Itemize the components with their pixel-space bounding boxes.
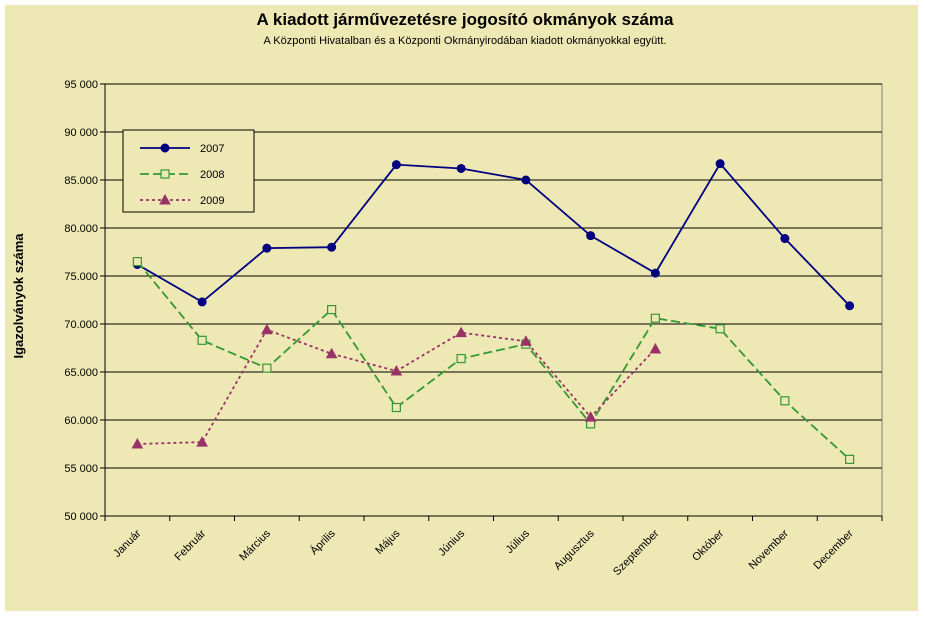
x-tick-label: Október <box>690 527 726 563</box>
x-tick-label: Február <box>173 527 209 563</box>
marker-point <box>327 305 337 315</box>
y-tick-label: 65.000 <box>64 367 98 379</box>
legend-label: 2008 <box>200 169 224 181</box>
series-2008 <box>132 257 855 464</box>
y-tick-label: 75.000 <box>64 271 98 283</box>
x-tick-label: Augusztus <box>552 527 597 572</box>
marker-point <box>196 436 208 447</box>
y-tick-label: 80.000 <box>64 223 98 235</box>
marker-point <box>780 234 790 244</box>
marker-point <box>262 243 272 253</box>
chart-frame: A kiadott járművezetésre jogosító okmány… <box>5 5 918 611</box>
x-tick-label: Július <box>504 527 533 556</box>
series-2009 <box>131 323 662 449</box>
marker-point <box>159 193 171 205</box>
x-tick-label: Április <box>307 527 338 558</box>
series-2007 <box>132 159 855 311</box>
y-tick-label: 70.000 <box>64 319 98 331</box>
y-tick-label: 55 000 <box>64 463 98 475</box>
marker-point <box>455 326 467 338</box>
x-tick-label: November <box>747 527 792 572</box>
marker-point <box>650 268 660 278</box>
marker-point <box>132 257 142 267</box>
marker-point <box>845 454 855 464</box>
marker-point <box>197 297 207 307</box>
y-tick-label: 50 000 <box>64 511 98 523</box>
marker-point <box>780 396 790 406</box>
marker-point <box>262 363 272 373</box>
marker-point <box>715 324 725 334</box>
legend-label: 2007 <box>200 143 224 155</box>
marker-point <box>456 353 466 364</box>
chart-title: A kiadott járművezetésre jogosító okmány… <box>257 10 674 29</box>
y-tick-label: 60.000 <box>64 415 98 427</box>
chart-svg: A kiadott járművezetésre jogosító okmány… <box>11 10 883 578</box>
x-tick-label: Június <box>436 527 467 558</box>
x-tick-label: Május <box>373 527 403 557</box>
marker-point <box>586 231 596 241</box>
y-axis-label: Igazolványok száma <box>11 233 26 359</box>
marker-point <box>325 347 338 359</box>
marker-point <box>456 163 466 173</box>
marker-point <box>160 169 170 179</box>
marker-point <box>521 175 531 185</box>
x-tick-label: December <box>811 527 856 572</box>
series-line <box>136 261 851 461</box>
marker-point <box>391 402 401 413</box>
y-tick-label: 90 000 <box>64 127 98 139</box>
x-tick-label: Szeptember <box>611 527 662 578</box>
marker-point <box>391 160 401 170</box>
marker-point <box>390 365 403 376</box>
marker-point <box>584 411 597 422</box>
y-tick-label: 95 000 <box>64 79 98 91</box>
marker-point <box>327 242 337 252</box>
marker-point <box>160 143 170 153</box>
marker-point <box>131 437 144 449</box>
marker-point <box>650 313 660 323</box>
series-line <box>136 162 851 307</box>
marker-point <box>649 342 662 354</box>
y-tick-label: 85.000 <box>64 175 98 187</box>
legend-box <box>122 129 255 213</box>
gridlines <box>105 83 882 469</box>
x-tick-label: Március <box>237 527 273 563</box>
chart-subtitle: A Központi Hivatalban és a Központi Okmá… <box>264 35 667 47</box>
series-layer <box>131 159 855 464</box>
marker-point <box>715 159 725 169</box>
marker-point <box>197 335 207 345</box>
marker-point <box>520 335 532 346</box>
legend: 2007 2008 2009 <box>122 129 255 213</box>
marker-point <box>845 301 855 311</box>
x-tick-label: Január <box>111 527 144 560</box>
legend-label: 2009 <box>200 195 224 207</box>
marker-point <box>261 323 273 335</box>
